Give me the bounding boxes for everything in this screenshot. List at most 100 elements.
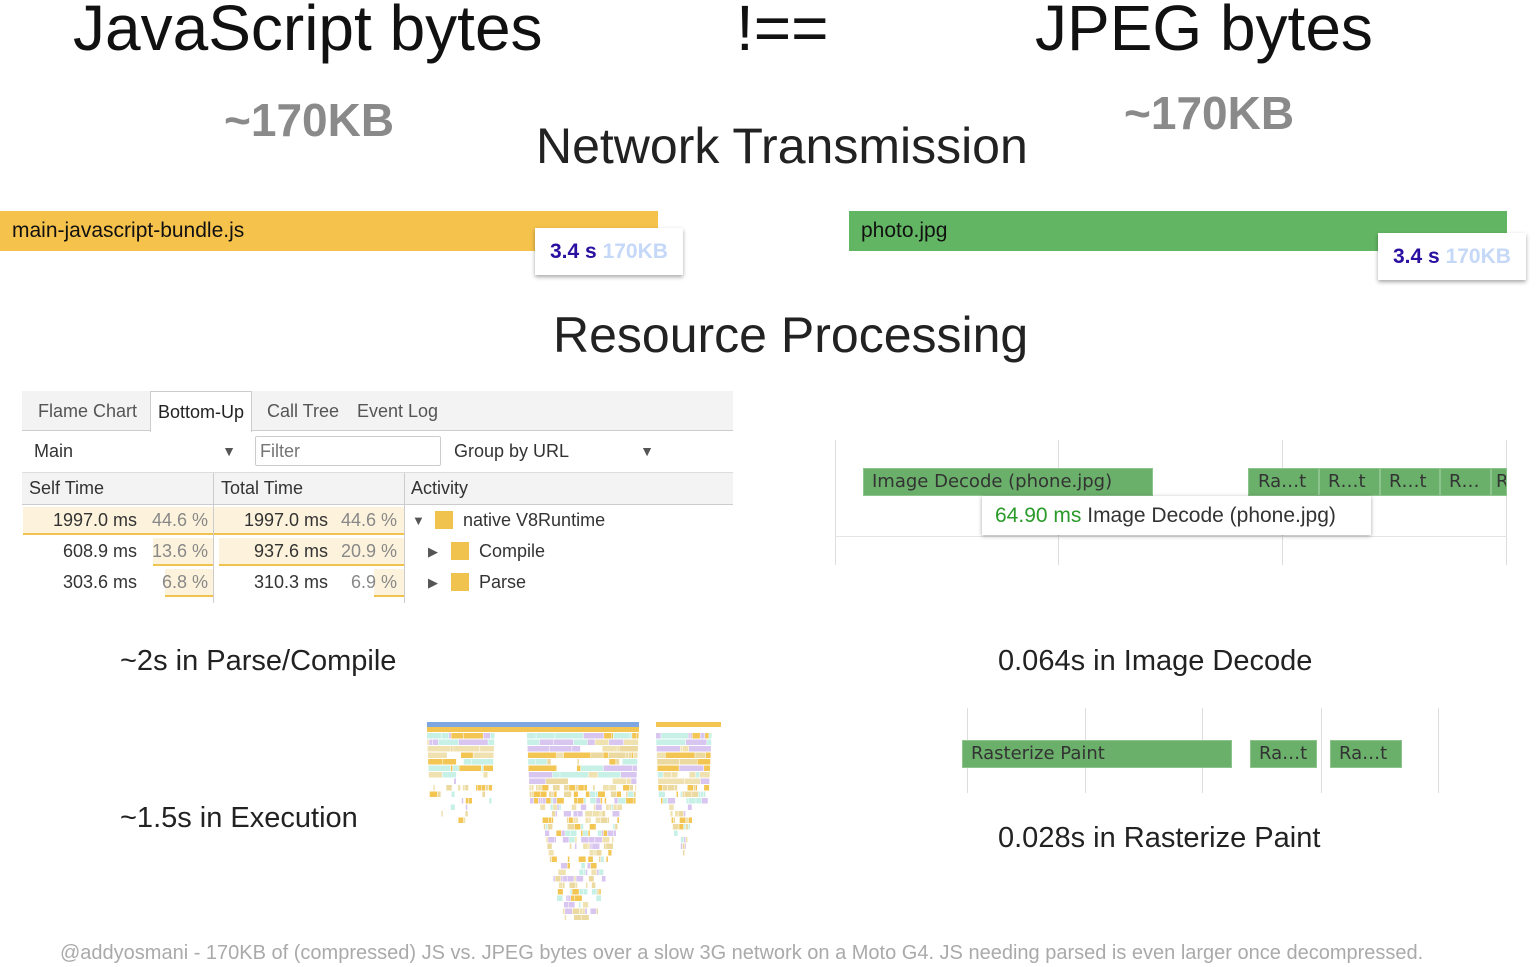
flame-frame: [600, 811, 602, 817]
flame-frame: [603, 752, 608, 758]
flame-frame: [680, 791, 683, 797]
flame-frame: [705, 752, 711, 758]
total-time: 1997.0 ms: [243, 510, 328, 530]
flame-frame: [617, 746, 619, 752]
raster-bar[interactable]: R…t: [1380, 468, 1440, 496]
flame-frame: [611, 804, 613, 810]
self-percent: 6.8 %: [161, 572, 208, 592]
flame-frame: [577, 798, 584, 804]
flame-frame: [607, 830, 614, 836]
flame-frame: [707, 739, 712, 745]
flame-frame: [626, 791, 628, 797]
raster-bar[interactable]: Ra…t: [1330, 740, 1402, 768]
tab-event-log[interactable]: Event Log: [357, 401, 439, 421]
flame-frame: [553, 798, 557, 804]
flame-frame: [613, 830, 616, 836]
flame-frame: [535, 759, 547, 765]
table-row[interactable]: 608.9 ms 13.6 % 937.6 ms 20.9 % ▶ Compil…: [22, 536, 733, 567]
flame-frame: [534, 798, 539, 804]
flame-frame: [590, 752, 603, 758]
flame-frame: [595, 804, 602, 810]
flame-frame: [683, 824, 686, 830]
flame-frame: [611, 733, 613, 739]
flame-frame: [602, 746, 617, 752]
execution-caption: ~1.5s in Execution: [120, 802, 358, 834]
flame-frame: [574, 843, 577, 849]
flame-frame: [632, 765, 637, 771]
flame-frame: [632, 733, 636, 739]
tab-bottom-up[interactable]: Bottom-Up: [150, 391, 253, 432]
flame-frame: [688, 798, 696, 804]
flame-frame: [686, 824, 688, 830]
flame-frame: [427, 752, 447, 758]
rasterize-paint-bar[interactable]: Rasterize Paint: [962, 740, 1232, 768]
flame-frame: [576, 817, 578, 823]
flame-frame: [462, 785, 465, 791]
flame-frame: [548, 837, 555, 843]
flame-frame: [548, 817, 552, 823]
flame-frame: [463, 817, 466, 823]
flame-frame: [443, 759, 457, 765]
flame-frame: [613, 824, 615, 830]
flame-frame: [657, 772, 663, 778]
flame-frame: [626, 752, 629, 758]
flame-frame: [688, 824, 690, 830]
flame-frame: [709, 733, 712, 739]
flame-frame: [612, 778, 627, 784]
category-color-swatch: [451, 542, 469, 560]
flame-frame: [441, 811, 443, 817]
flame-frame: [585, 869, 588, 875]
flame-frame: [567, 863, 570, 869]
raster-bar[interactable]: R: [1491, 468, 1507, 496]
flame-frame: [695, 752, 706, 758]
flame-frame: [465, 785, 469, 791]
thread-select[interactable]: Main ▼: [22, 431, 240, 472]
flame-frame: [545, 830, 550, 836]
group-by-value: Group by URL: [454, 441, 570, 461]
raster-bar[interactable]: Ra…t: [1248, 468, 1319, 496]
flame-frame: [577, 759, 579, 765]
table-row[interactable]: 1997.0 ms 44.6 % 1997.0 ms 44.6 % ▼ nati…: [22, 505, 733, 536]
flame-frame: [704, 765, 710, 771]
image-decode-bar[interactable]: Image Decode (phone.jpg): [863, 468, 1153, 496]
group-by-select[interactable]: Group by URL ▼: [454, 431, 654, 472]
flame-frame: [682, 843, 685, 849]
flame-frame: [599, 869, 604, 875]
flame-frame: [450, 746, 453, 752]
flame-frame: [463, 759, 472, 765]
col-activity[interactable]: Activity: [411, 478, 469, 498]
decode-tooltip: 64.90 ms Image Decode (phone.jpg): [982, 496, 1371, 535]
flame-frame: [601, 876, 606, 882]
col-self-time[interactable]: Self Time: [29, 478, 105, 498]
flame-frame: [578, 785, 584, 791]
flame-frame: [590, 908, 597, 914]
tab-call-tree[interactable]: Call Tree: [267, 401, 340, 421]
flame-frame: [557, 895, 563, 901]
collapsed-arrow-icon[interactable]: ▶: [428, 544, 438, 559]
flame-frame: [557, 804, 559, 810]
raster-caption: 0.028s in Rasterize Paint: [998, 822, 1321, 854]
col-total-time[interactable]: Total Time: [221, 478, 304, 498]
flame-frame: [572, 746, 581, 752]
table-row[interactable]: 303.6 ms 6.8 % 310.3 ms 6.9 % ▶ Parse: [22, 567, 733, 598]
flame-frame: [465, 804, 468, 810]
tab-flame-chart[interactable]: Flame Chart: [38, 401, 138, 421]
flame-frame: [661, 798, 663, 804]
flame-frame: [490, 733, 495, 739]
expanded-arrow-icon[interactable]: ▼: [412, 513, 425, 528]
collapsed-arrow-icon[interactable]: ▶: [428, 575, 438, 590]
filter-input[interactable]: [255, 436, 441, 466]
flame-frame: [485, 785, 489, 791]
raster-bar[interactable]: R…: [1440, 468, 1491, 496]
flame-frame: [695, 785, 698, 791]
flame-frame: [580, 765, 604, 771]
dropdown-arrow-icon: ▼: [640, 443, 654, 459]
raster-bar[interactable]: Ra…t: [1250, 740, 1317, 768]
flame-frame: [574, 876, 576, 882]
flame-frame: [539, 739, 553, 745]
flame-frame: [583, 733, 604, 739]
flame-frame: [571, 804, 577, 810]
raster-bar[interactable]: R…t: [1319, 468, 1380, 496]
self-percent: 44.6 %: [151, 510, 208, 530]
flame-frame: [471, 759, 494, 765]
